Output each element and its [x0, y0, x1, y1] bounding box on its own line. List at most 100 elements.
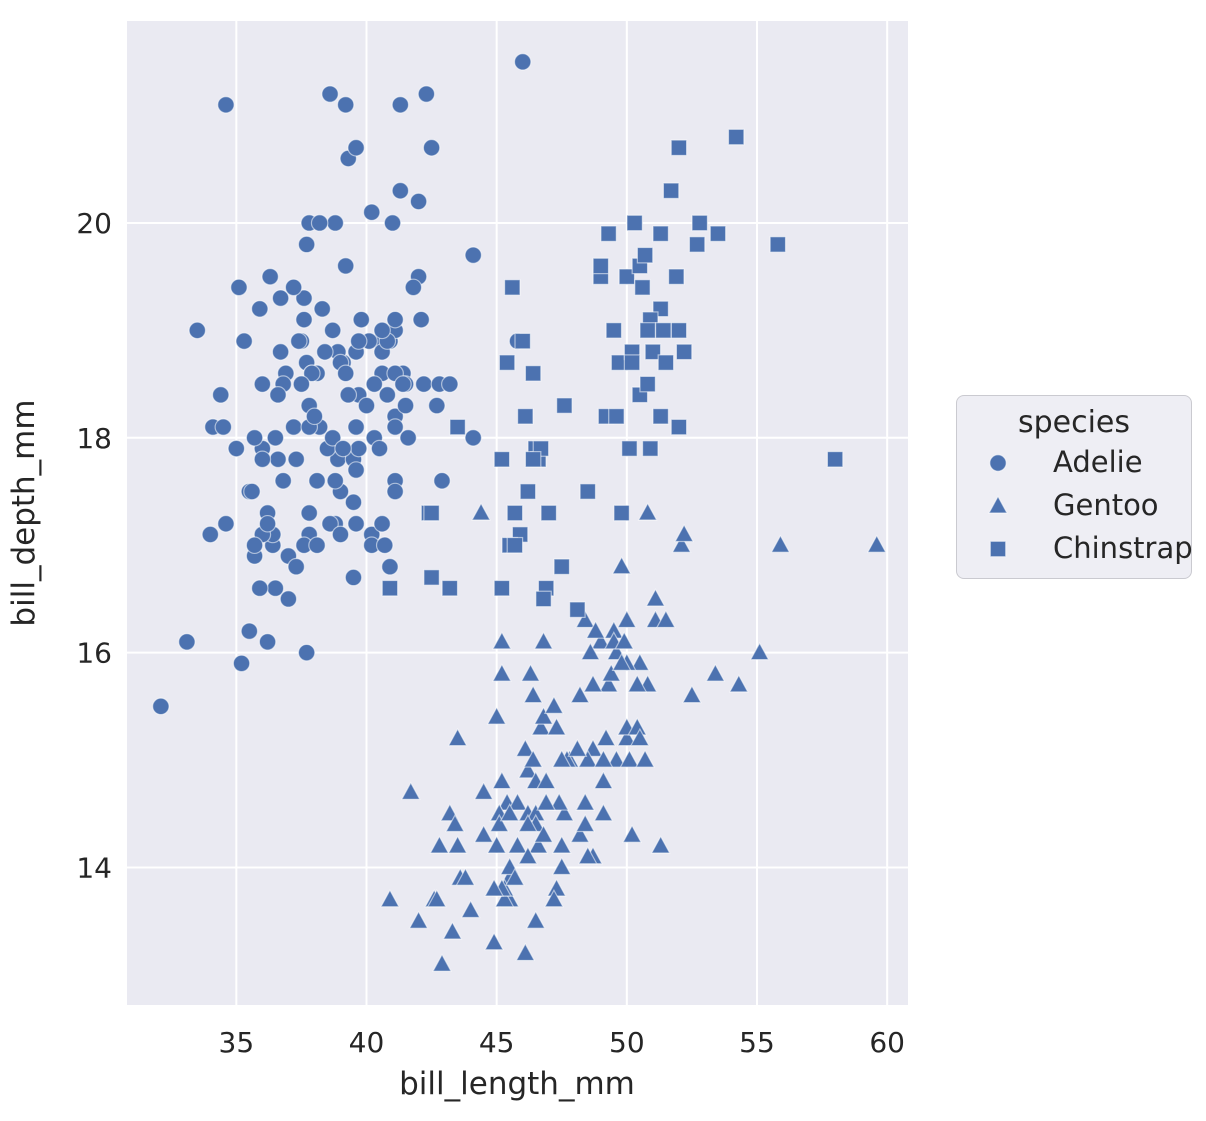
scatter-point-adelie	[349, 332, 368, 350]
scatter-point-adelie	[284, 418, 303, 436]
scatter-point-chinstrap	[826, 450, 844, 468]
scatter-point-chinstrap	[662, 182, 680, 200]
scatter-point-gentoo	[554, 803, 575, 822]
scatter-point-gentoo	[596, 727, 617, 747]
scatter-point-gentoo	[866, 534, 887, 553]
scatter-point-chinstrap	[506, 536, 524, 554]
scatter-point-adelie	[227, 439, 246, 458]
scatter-point-adelie	[287, 557, 306, 576]
scatter-point-chinstrap	[579, 483, 597, 500]
scatter-point-gentoo	[585, 620, 606, 639]
scatter-point-gentoo	[575, 813, 596, 833]
scatter-point-adelie	[334, 439, 352, 458]
scatter-point-gentoo	[491, 663, 512, 682]
scatter-point-adelie	[230, 278, 248, 297]
scatter-point-chinstrap	[605, 322, 623, 339]
scatter-point-chinstrap	[657, 354, 675, 371]
scatter-point-gentoo	[655, 609, 676, 629]
scatter-point-adelie	[269, 386, 287, 404]
x-tick-label-35: 35	[219, 1026, 255, 1059]
scatter-point-chinstrap	[535, 590, 552, 608]
scatter-point-adelie	[178, 633, 196, 651]
scatter-point-gentoo	[533, 631, 554, 650]
scatter-point-gentoo	[447, 727, 468, 747]
scatter-point-chinstrap	[540, 504, 558, 522]
scatter-point-gentoo	[408, 910, 429, 929]
scatter-point-adelie	[386, 482, 404, 501]
scatter-point-chinstrap	[709, 225, 727, 242]
scatter-point-chinstrap	[613, 504, 630, 522]
scatter-point-gentoo	[674, 523, 695, 543]
scatter-point-gentoo	[528, 835, 549, 854]
scatter-point-adelie	[308, 536, 326, 555]
scatter-point-gentoo	[616, 609, 637, 629]
scatter-point-chinstrap	[556, 397, 573, 414]
scatter-point-adelie	[295, 310, 313, 329]
scatter-point-adelie	[271, 343, 290, 361]
scatter-point-gentoo	[455, 867, 476, 886]
scatter-point-chinstrap	[600, 225, 617, 242]
scatter-point-adelie	[152, 697, 170, 716]
scatter-point-gentoo	[460, 899, 481, 919]
scatter-point-adelie	[266, 579, 285, 597]
scatter-point-adelie	[316, 343, 334, 361]
scatter-point-gentoo	[491, 770, 512, 790]
scatter-point-gentoo	[645, 588, 666, 607]
scatter-point-adelie	[258, 514, 277, 533]
scatter-point-chinstrap	[618, 268, 636, 285]
scatter-point-gentoo	[593, 803, 614, 822]
scatter-point-gentoo	[447, 835, 468, 854]
scatter-point-chinstrap	[652, 225, 669, 242]
scatter-point-adelie	[336, 364, 355, 383]
scatter-point-gentoo	[489, 813, 510, 833]
scatter-point-gentoo	[400, 781, 421, 800]
legend-entry-gentoo: Gentoo	[957, 483, 1191, 526]
scatter-point-adelie	[305, 407, 324, 426]
scatter-point-chinstrap	[506, 504, 524, 522]
scatter-point-chinstrap	[688, 236, 706, 253]
scatter-point-chinstrap	[493, 579, 511, 597]
scatter-point-chinstrap	[654, 322, 672, 339]
scatter-point-adelie	[427, 396, 446, 415]
scatter-point-chinstrap	[670, 139, 688, 157]
scatter-point-adelie	[250, 579, 269, 597]
y-tick-label-16: 16	[76, 637, 112, 670]
scatter-point-gentoo	[533, 824, 554, 843]
scatter-point-gentoo	[671, 534, 692, 553]
scatter-point-adelie	[357, 396, 376, 415]
scatter-point-chinstrap	[668, 268, 685, 285]
scatter-point-adelie	[513, 53, 532, 71]
scatter-point-adelie	[321, 85, 339, 103]
scatter-point-adelie	[253, 375, 272, 393]
scatter-point-gentoo	[580, 641, 601, 661]
scatter-point-gentoo	[611, 555, 632, 575]
scatter-point-adelie	[303, 364, 321, 383]
scatter-point-adelie	[399, 429, 417, 447]
scatter-point-chinstrap	[498, 354, 516, 371]
scatter-point-adelie	[441, 375, 459, 393]
scatter-point-chinstrap	[623, 354, 641, 371]
scatter-point-gentoo	[494, 888, 515, 908]
legend-label: Gentoo	[1053, 487, 1159, 522]
scatter-point-gentoo	[536, 792, 557, 811]
scatter-point-chinstrap	[727, 128, 745, 146]
scatter-point-adelie	[339, 386, 358, 404]
scatter-point-gentoo	[629, 727, 650, 747]
scatter-point-adelie	[409, 192, 428, 211]
scatter-point-adelie	[386, 310, 404, 329]
scatter-point-adelie	[292, 375, 311, 393]
scatter-point-gentoo	[536, 770, 557, 790]
scatter-point-adelie	[297, 235, 316, 254]
legend-title: species	[1017, 405, 1131, 440]
scatter-point-gentoo	[486, 835, 507, 854]
scatter-point-adelie	[214, 418, 233, 436]
legend-label: Adelie	[1053, 444, 1143, 479]
scatter-point-gentoo	[546, 717, 567, 736]
scatter-point-gentoo	[543, 695, 564, 714]
scatter-point-gentoo	[593, 770, 614, 790]
scatter-point-adelie	[243, 482, 261, 501]
scatter-point-chinstrap	[493, 450, 511, 468]
scatter-point-gentoo	[515, 738, 536, 757]
scatter-point-adelie	[391, 95, 410, 114]
